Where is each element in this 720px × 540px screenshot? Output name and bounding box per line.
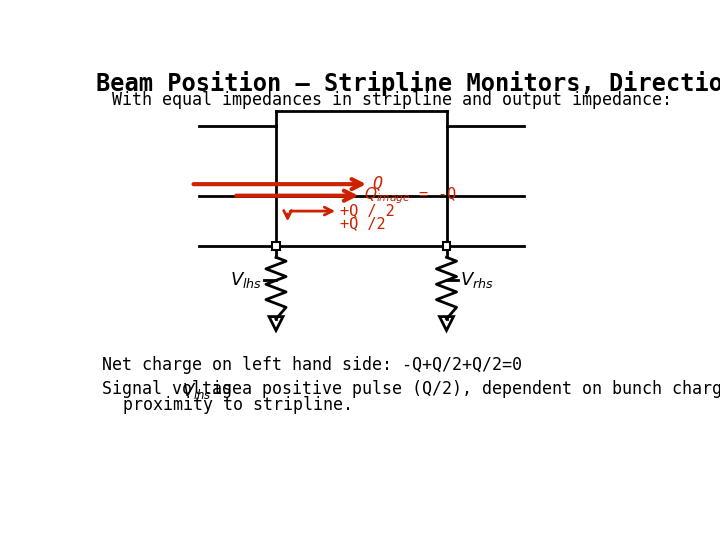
- Polygon shape: [269, 316, 283, 330]
- Bar: [443, 242, 451, 249]
- Text: Net charge on left hand side: -Q+Q/2+Q/2=0: Net charge on left hand side: -Q+Q/2+Q/2…: [102, 356, 521, 374]
- Text: $V_{lhs}$: $V_{lhs}$: [182, 381, 212, 401]
- Text: Q: Q: [372, 174, 382, 192]
- Text: proximity to stripline.: proximity to stripline.: [123, 396, 354, 414]
- Text: +Q / 2: +Q / 2: [341, 203, 395, 218]
- Text: $V_{lhs}$: $V_{lhs}$: [230, 271, 262, 291]
- Text: $V_{rhs}$: $V_{rhs}$: [461, 271, 494, 291]
- Text: Beam Position – Stripline Monitors, Directional BPM (9): Beam Position – Stripline Monitors, Dire…: [96, 71, 720, 96]
- Polygon shape: [439, 316, 454, 330]
- Text: Signal voltage: Signal voltage: [102, 381, 251, 399]
- Text: is a positive pulse (Q/2), dependent on bunch charge and: is a positive pulse (Q/2), dependent on …: [202, 381, 720, 399]
- Text: +Q /2: +Q /2: [341, 216, 386, 231]
- Bar: [272, 242, 280, 249]
- Text: With equal impedances in stripline and output impedance:: With equal impedances in stripline and o…: [112, 91, 672, 109]
- Text: $Q_{image}$ = -Q: $Q_{image}$ = -Q: [364, 185, 457, 206]
